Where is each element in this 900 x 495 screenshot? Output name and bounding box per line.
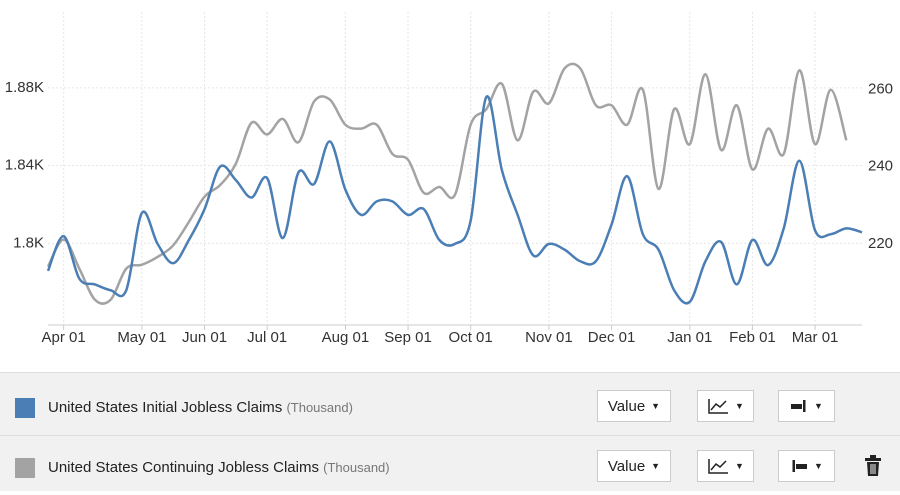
y-tick-label: 1.88K — [5, 79, 44, 96]
x-tick-label: Aug 01 — [322, 329, 370, 346]
value-dropdown[interactable]: Value ▼ — [597, 390, 671, 422]
legend-entry: United States Continuing Jobless Claims … — [48, 459, 390, 476]
legend-swatch — [15, 398, 35, 418]
x-tick-label: Feb 01 — [729, 329, 776, 346]
legend-swatch — [15, 458, 35, 478]
chart: Apr 01 May 01 Jun 01 Jul 01 Aug 01 Sep 01 Oct … — [5, 12, 893, 346]
y2-tick-label: 220 — [868, 235, 893, 252]
delete-icon[interactable] — [864, 455, 882, 477]
series-line — [46, 95, 863, 305]
unit-label: (Thousand) — [323, 460, 390, 475]
x-tick-label: Jun 01 — [182, 329, 227, 346]
chart-type-dropdown[interactable]: ▼ — [697, 450, 754, 482]
series-panel: United States Initial Jobless Claims (Th… — [0, 372, 900, 491]
legend-label: United States Initial Jobless Claims — [48, 399, 283, 416]
series-line — [46, 62, 848, 305]
x-tick-label: Oct 01 — [449, 329, 493, 346]
axis-icon — [791, 400, 806, 412]
series-row: United States Initial Jobless Claims (Th… — [0, 377, 900, 436]
axis-icon — [792, 460, 808, 472]
dropdown-label: Value — [607, 457, 646, 475]
chart-type-dropdown[interactable]: ▼ — [697, 390, 754, 422]
axis-dropdown[interactable]: ▼ — [778, 390, 835, 422]
line-icon — [708, 399, 729, 414]
dropdown-label: Value — [607, 397, 646, 415]
x-tick-label: Apr 01 — [42, 329, 86, 346]
y-tick-label: 1.84K — [5, 157, 44, 174]
legend-label: United States Continuing Jobless Claims — [48, 459, 319, 476]
x-tick-label: Mar 01 — [792, 329, 839, 346]
x-tick-label: Nov 01 — [525, 329, 573, 346]
y2-tick-label: 240 — [868, 158, 893, 175]
unit-label: (Thousand) — [286, 400, 353, 415]
y2-tick-label: 260 — [868, 80, 893, 97]
series-row: United States Continuing Jobless Claims … — [0, 437, 900, 495]
x-tick-label: Sep 01 — [384, 329, 432, 346]
x-tick-label: Dec 01 — [588, 329, 636, 346]
y-tick-label: 1.8K — [13, 234, 44, 251]
axis-dropdown[interactable]: ▼ — [778, 450, 835, 482]
value-dropdown[interactable]: Value ▼ — [597, 450, 671, 482]
legend-entry: United States Initial Jobless Claims (Th… — [48, 399, 353, 416]
x-tick-label: Jan 01 — [667, 329, 712, 346]
line-icon — [708, 459, 729, 474]
x-tick-label: Jul 01 — [247, 329, 287, 346]
x-tick-label: May 01 — [117, 329, 166, 346]
